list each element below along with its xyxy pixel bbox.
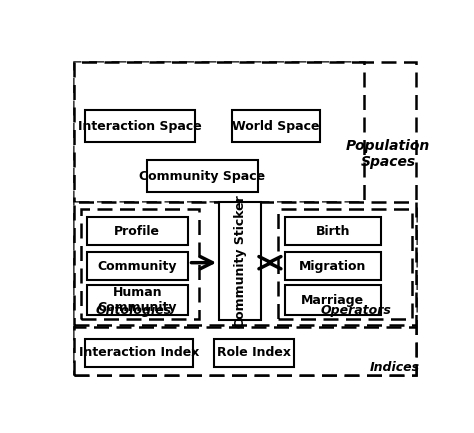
Text: Interaction Space: Interaction Space [78, 120, 202, 132]
Bar [219, 202, 261, 320]
Bar [87, 252, 188, 280]
Text: Community: Community [98, 260, 177, 273]
Bar [85, 339, 193, 367]
Text: Interaction Index: Interaction Index [79, 346, 200, 359]
Bar [74, 202, 416, 325]
Text: Birth: Birth [316, 225, 350, 238]
Text: Human
Community: Human Community [98, 286, 177, 314]
Text: Role Index: Role Index [217, 346, 291, 359]
Bar [74, 62, 364, 202]
Bar [147, 160, 258, 192]
Text: Community Space: Community Space [139, 170, 265, 183]
Text: World Space: World Space [232, 120, 320, 132]
Bar [74, 327, 416, 375]
Bar [85, 110, 195, 142]
Bar [82, 209, 199, 319]
Text: Migration: Migration [299, 260, 366, 273]
Bar [285, 285, 381, 315]
Bar [213, 339, 294, 367]
Bar [278, 209, 412, 319]
Text: Profile: Profile [114, 225, 160, 238]
Bar [87, 217, 188, 246]
Text: Marriage: Marriage [301, 294, 365, 307]
Text: Community Sticker: Community Sticker [234, 195, 246, 327]
Bar [232, 110, 320, 142]
Text: Operators: Operators [320, 304, 391, 317]
Text: Indices: Indices [370, 361, 420, 374]
Text: Ontologies: Ontologies [96, 304, 172, 317]
Bar [285, 252, 381, 280]
Bar [285, 217, 381, 246]
Bar [87, 285, 188, 315]
Text: Population
Spaces: Population Spaces [346, 139, 430, 169]
